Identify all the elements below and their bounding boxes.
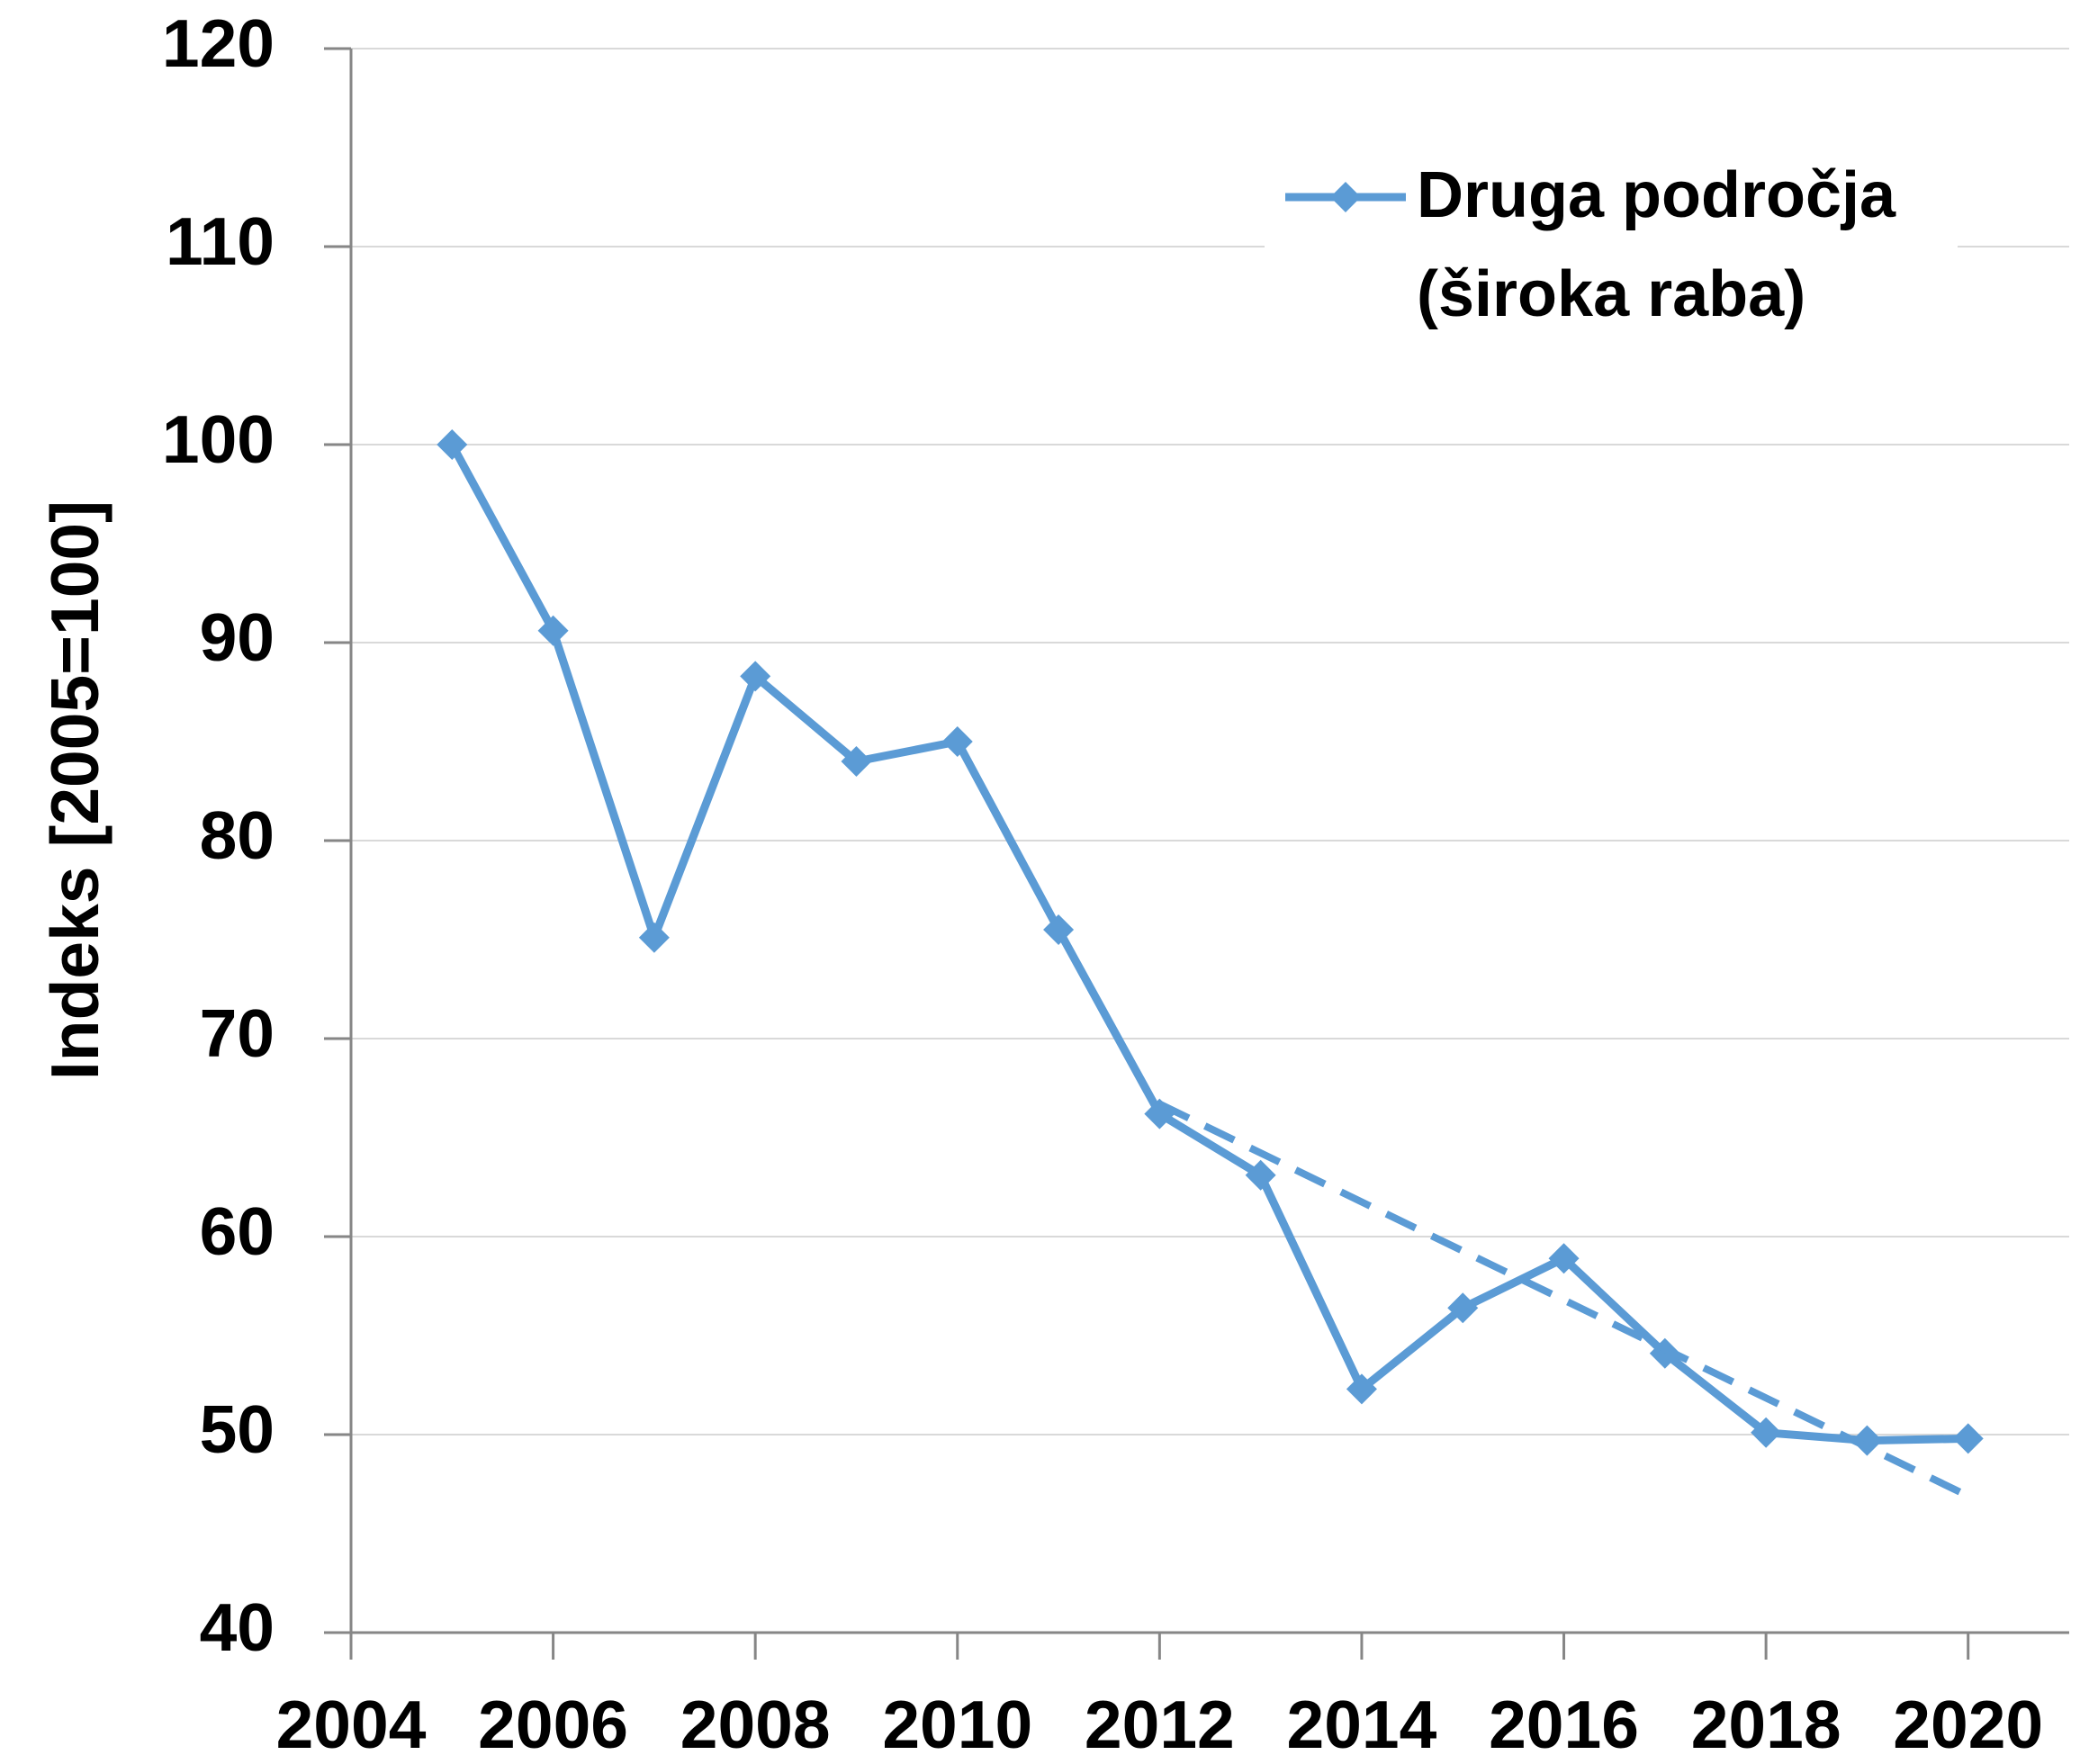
y-tick-label: 110 xyxy=(166,203,275,279)
marker xyxy=(841,746,872,777)
marker xyxy=(537,615,569,646)
y-tick-label: 40 xyxy=(200,1589,275,1665)
x-tick-label: 2010 xyxy=(882,1687,1032,1762)
marker xyxy=(740,661,771,692)
marker xyxy=(437,429,468,460)
x-tick-label: 2016 xyxy=(1489,1687,1639,1762)
y-tick-label: 90 xyxy=(200,599,275,675)
legend-label: Druga področja (široka raba) xyxy=(1417,159,1896,330)
marker xyxy=(1952,1423,1984,1454)
marker xyxy=(1043,914,1075,945)
legend-box xyxy=(1265,153,1958,360)
marker xyxy=(1447,1292,1479,1324)
y-tick-label: 80 xyxy=(200,797,275,873)
y-tick-label: 120 xyxy=(162,5,275,81)
x-tick-label: 2008 xyxy=(680,1687,831,1762)
y-tick-label: 100 xyxy=(162,401,275,477)
y-tick-label: 50 xyxy=(200,1391,275,1467)
marker xyxy=(638,922,670,953)
marker xyxy=(1548,1243,1580,1274)
marker xyxy=(1245,1159,1276,1191)
y-tick-label: 60 xyxy=(200,1193,275,1269)
x-tick-label: 2020 xyxy=(1893,1687,2043,1762)
x-tick-label: 2014 xyxy=(1287,1687,1437,1762)
x-tick-label: 2004 xyxy=(276,1687,427,1762)
data-line xyxy=(448,442,1968,1445)
marker xyxy=(1649,1337,1680,1369)
trend-line xyxy=(1157,1101,1970,1499)
marker xyxy=(1751,1417,1782,1448)
marker xyxy=(1851,1425,1883,1456)
x-tick-label: 2012 xyxy=(1085,1687,1235,1762)
x-tick-label: 2006 xyxy=(478,1687,628,1762)
legend-marker xyxy=(1330,182,1361,212)
marker xyxy=(941,726,973,757)
y-tick-label: 70 xyxy=(200,995,275,1071)
marker xyxy=(1346,1373,1377,1405)
y-axis-label: Indeks [2005=100] xyxy=(37,500,113,1080)
x-tick-label: 2018 xyxy=(1691,1687,1841,1762)
